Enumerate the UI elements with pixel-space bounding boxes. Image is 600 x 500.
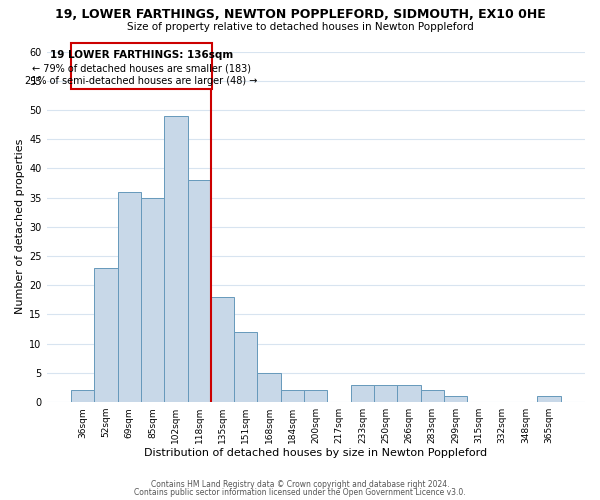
Bar [211, 297, 234, 402]
Bar [188, 180, 211, 402]
Text: Contains HM Land Registry data © Crown copyright and database right 2024.: Contains HM Land Registry data © Crown c… [151, 480, 449, 489]
Bar [94, 268, 118, 402]
FancyBboxPatch shape [71, 42, 212, 90]
Bar [304, 390, 328, 402]
Text: 21% of semi-detached houses are larger (48) →: 21% of semi-detached houses are larger (… [25, 76, 258, 86]
Text: 19 LOWER FARTHINGS: 136sqm: 19 LOWER FARTHINGS: 136sqm [50, 50, 233, 60]
Text: ← 79% of detached houses are smaller (183): ← 79% of detached houses are smaller (18… [32, 63, 251, 73]
Bar [141, 198, 164, 402]
Bar [164, 116, 188, 402]
Bar [281, 390, 304, 402]
Bar [234, 332, 257, 402]
Text: 19, LOWER FARTHINGS, NEWTON POPPLEFORD, SIDMOUTH, EX10 0HE: 19, LOWER FARTHINGS, NEWTON POPPLEFORD, … [55, 8, 545, 20]
Bar [374, 384, 397, 402]
Bar [444, 396, 467, 402]
Bar [397, 384, 421, 402]
Text: Contains public sector information licensed under the Open Government Licence v3: Contains public sector information licen… [134, 488, 466, 497]
Text: Size of property relative to detached houses in Newton Poppleford: Size of property relative to detached ho… [127, 22, 473, 32]
Bar [537, 396, 560, 402]
Bar [351, 384, 374, 402]
Bar [257, 373, 281, 402]
Bar [118, 192, 141, 402]
Bar [421, 390, 444, 402]
Bar [71, 390, 94, 402]
Y-axis label: Number of detached properties: Number of detached properties [15, 139, 25, 314]
X-axis label: Distribution of detached houses by size in Newton Poppleford: Distribution of detached houses by size … [144, 448, 487, 458]
